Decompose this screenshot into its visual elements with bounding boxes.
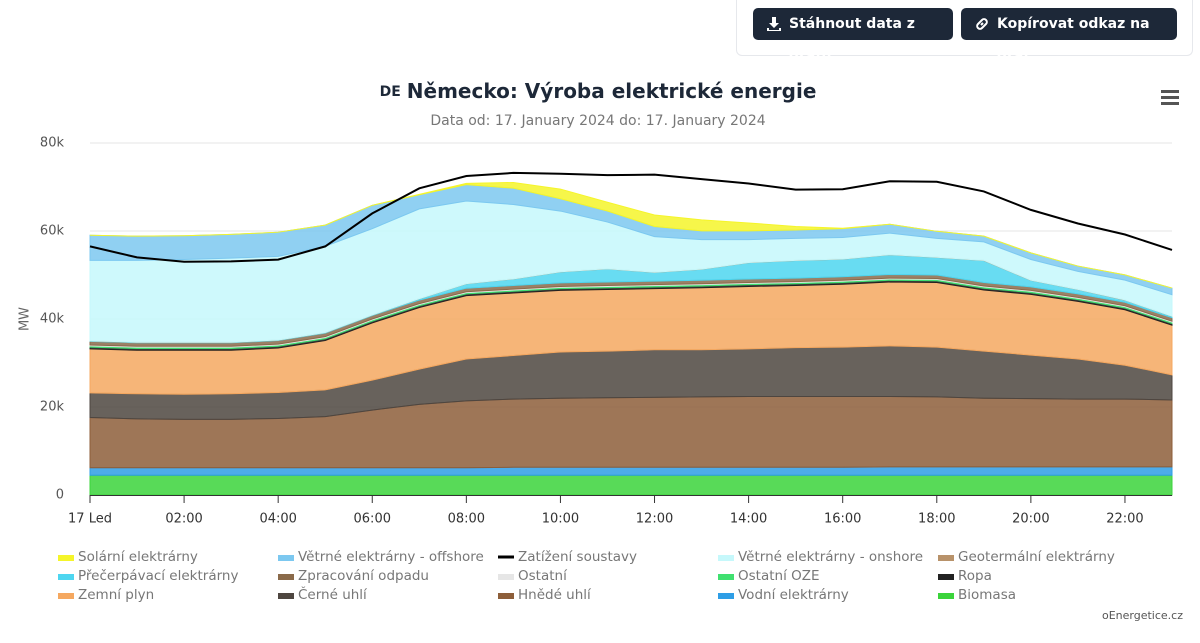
legend-marker bbox=[718, 593, 734, 599]
chart-subtitle: Data od: 17. January 2024 do: 17. Januar… bbox=[430, 113, 765, 129]
load-line bbox=[89, 171, 1173, 263]
x-tick-label: 16:00 bbox=[824, 512, 861, 527]
x-tick-label: 12:00 bbox=[636, 512, 673, 527]
legend-label: Větrné elektrárny - offshore bbox=[298, 549, 484, 565]
button-label: Stáhnout data z grafu bbox=[789, 16, 915, 64]
x-tick-label: 18:00 bbox=[918, 512, 955, 527]
x-tick-label: 08:00 bbox=[448, 512, 485, 527]
y-tick-label: 60k bbox=[40, 224, 65, 239]
legend-marker bbox=[58, 593, 74, 599]
legend-marker bbox=[938, 574, 954, 580]
button-label: Kopírovat odkaz na graf bbox=[997, 16, 1150, 64]
flag: DE bbox=[380, 84, 401, 100]
legend-marker bbox=[498, 593, 514, 599]
toolbar: Stáhnout data z grafu Kopírovat odkaz na… bbox=[736, 0, 1193, 64]
y-tick-label: 0 bbox=[56, 488, 64, 503]
credit: oEnergetice.cz bbox=[1102, 609, 1183, 622]
x-tick-label: 02:00 bbox=[165, 512, 202, 527]
x-tick-label: 20:00 bbox=[1012, 512, 1049, 527]
legend-label: Ropa bbox=[958, 568, 992, 584]
legend-marker bbox=[938, 593, 954, 599]
legend-marker bbox=[718, 574, 734, 580]
menu-icon[interactable] bbox=[1161, 90, 1179, 105]
x-tick-label: 17 Led bbox=[68, 512, 112, 527]
legend-marker bbox=[498, 555, 514, 559]
legend-marker bbox=[938, 555, 954, 561]
legend-marker bbox=[498, 574, 514, 580]
legend-label: Zatížení soustavy bbox=[518, 549, 637, 565]
download-button[interactable]: Stáhnout data z grafu bbox=[753, 8, 953, 64]
legend-label: Ostatní OZE bbox=[738, 568, 820, 584]
legend-label: Biomasa bbox=[958, 587, 1016, 603]
y-tick-label: 80k bbox=[40, 136, 65, 151]
legend-label: Hnědé uhlí bbox=[518, 587, 592, 603]
stacked-area bbox=[89, 181, 1173, 289]
legend-marker bbox=[58, 574, 74, 580]
x-tick-label: 06:00 bbox=[354, 512, 391, 527]
legend-label: Vodní elektrárny bbox=[738, 587, 849, 603]
y-tick-label: 20k bbox=[40, 400, 65, 415]
legend-label: Zemní plyn bbox=[78, 587, 154, 603]
legend-marker bbox=[278, 555, 294, 561]
y-axis-label: MW bbox=[18, 307, 33, 331]
x-tick-label: 22:00 bbox=[1106, 512, 1143, 527]
legend-marker bbox=[58, 555, 74, 561]
legend-label: Geotermální elektrárny bbox=[958, 549, 1115, 565]
x-tick-label: 10:00 bbox=[542, 512, 579, 527]
legend-label: Zpracování odpadu bbox=[298, 568, 429, 584]
x-tick-label: 04:00 bbox=[259, 512, 296, 527]
legend-label: Solární elektrárny bbox=[78, 549, 198, 565]
legend-label: Ostatní bbox=[518, 568, 568, 584]
chart-title: DE Německo: Výroba elektrické energie bbox=[380, 79, 817, 103]
y-tick-label: 40k bbox=[40, 312, 65, 327]
copy-link-button[interactable]: Kopírovat odkaz na graf bbox=[961, 8, 1177, 64]
legend-marker bbox=[278, 574, 294, 580]
legend-marker bbox=[718, 555, 734, 561]
x-tick-label: 14:00 bbox=[730, 512, 767, 527]
plot-areas bbox=[89, 181, 1173, 496]
stacked-area bbox=[89, 474, 1173, 496]
legend-label: Černé uhlí bbox=[298, 585, 368, 603]
legend-label: Přečerpávací elektrárny bbox=[78, 568, 238, 584]
title-text: Německo: Výroba elektrické energie bbox=[407, 79, 817, 103]
legend-label: Větrné elektrárny - onshore bbox=[738, 549, 923, 565]
legend-marker bbox=[278, 593, 294, 599]
